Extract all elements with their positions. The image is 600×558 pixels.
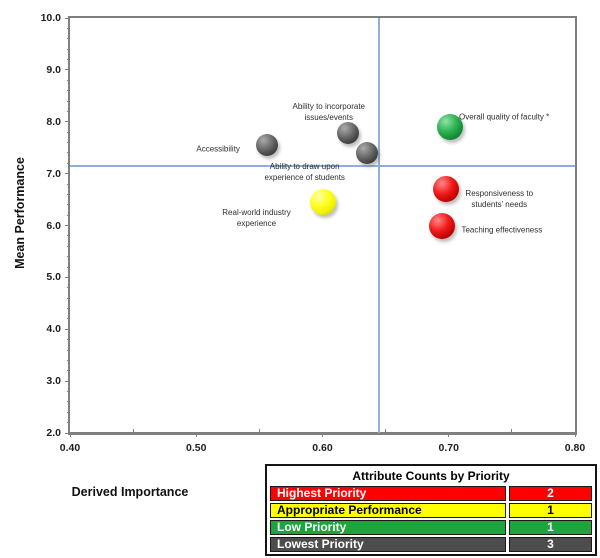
y-minor-tick — [67, 162, 70, 164]
y-minor-tick — [67, 183, 70, 185]
x-axis-title: Derived Importance — [71, 485, 189, 499]
y-major-tick — [65, 17, 70, 19]
y-minor-tick — [67, 318, 70, 320]
y-minor-tick — [67, 90, 70, 92]
priority-label: Appropriate Performance — [270, 503, 506, 518]
priority-row: Lowest Priority 3 — [270, 537, 592, 552]
table-title: Attribute Counts by Priority — [352, 469, 510, 483]
priority-count: 1 — [509, 503, 592, 518]
priority-label: Highest Priority — [270, 486, 506, 501]
y-tick-label: 2.0 — [46, 427, 61, 439]
x-minor-tick — [511, 429, 513, 433]
priority-count: 2 — [509, 486, 592, 501]
data-point-bubble — [255, 134, 278, 157]
y-major-tick — [65, 173, 70, 175]
performance-reference-line — [70, 164, 575, 167]
y-minor-tick — [67, 27, 70, 29]
y-minor-tick — [67, 204, 70, 206]
y-minor-tick — [67, 339, 70, 341]
y-minor-tick — [67, 142, 70, 143]
x-tick-label: 0.40 — [59, 442, 81, 454]
y-minor-tick — [67, 266, 70, 268]
y-major-tick — [65, 380, 70, 382]
table-rows: Highest Priority 2 Appropriate Performance… — [270, 486, 592, 552]
data-point-label: Ability to incorporate issues/events — [292, 102, 365, 123]
y-minor-tick — [67, 411, 70, 413]
x-tick-label: 0.80 — [564, 442, 586, 454]
y-minor-tick — [67, 308, 70, 309]
data-point-label: Teaching effectiveness — [461, 225, 543, 234]
data-point-bubble — [309, 189, 336, 216]
y-tick-label: 7.0 — [46, 167, 61, 180]
y-minor-tick — [67, 59, 70, 60]
x-tick-label: 0.60 — [312, 442, 333, 454]
data-point-label: Responsiveness to students’ needs — [465, 189, 534, 210]
y-minor-tick — [67, 349, 70, 351]
y-major-tick — [65, 276, 70, 278]
y-minor-tick — [67, 256, 70, 258]
priority-row: Appropriate Performance 1 — [270, 503, 592, 518]
y-minor-tick — [67, 422, 70, 424]
y-minor-tick — [67, 79, 70, 81]
x-tick-label: 0.70 — [438, 442, 459, 454]
x-minor-tick — [385, 429, 387, 433]
y-major-tick — [65, 121, 70, 123]
y-minor-tick — [67, 48, 70, 50]
y-major-tick — [65, 225, 70, 226]
data-point-label: Ability to draw upon experience of stude… — [264, 161, 345, 182]
y-minor-tick — [67, 235, 70, 237]
data-point-bubble — [437, 113, 463, 140]
data-point-bubble — [429, 212, 456, 239]
priority-count: 3 — [509, 537, 592, 552]
priority-count-table: Attribute Counts by Priority Highest Pri… — [265, 464, 597, 556]
y-minor-tick — [67, 152, 70, 154]
y-minor-tick — [67, 401, 70, 403]
y-minor-tick — [67, 391, 70, 392]
data-point-label: Accessibility — [196, 144, 240, 154]
x-major-tick — [322, 433, 323, 437]
priority-label: Lowest Priority — [270, 537, 506, 552]
priority-row: Highest Priority 2 — [270, 486, 592, 501]
data-point-label: Overall quality of faculty * — [459, 112, 550, 122]
y-minor-tick — [67, 110, 70, 112]
importance-reference-line — [378, 18, 381, 433]
y-tick-label: 6.0 — [46, 219, 61, 232]
y-major-tick — [65, 328, 70, 330]
x-tick-label: 0.50 — [186, 442, 207, 454]
y-axis-title: Mean Performance — [13, 157, 27, 269]
plot-area: 0.40 0.50 0.60 0.70 0.80 2.0 3.0 4.0 5.0 6.0 7.0 8.… — [41, 12, 586, 454]
x-minor-tick — [258, 429, 260, 433]
y-minor-tick — [67, 193, 70, 195]
y-tick-label: 9.0 — [46, 63, 61, 76]
y-minor-tick — [67, 214, 70, 216]
y-major-tick — [65, 432, 70, 434]
data-point-label: Real-world industry experience — [222, 208, 291, 229]
data-point-bubble — [355, 141, 378, 164]
priority-count: 1 — [509, 520, 592, 535]
x-minor-tick — [132, 429, 134, 433]
y-minor-tick — [67, 359, 70, 361]
x-major-tick — [195, 433, 197, 437]
y-tick-label: 10.0 — [40, 12, 61, 24]
y-minor-tick — [67, 245, 70, 247]
y-tick-label: 8.0 — [46, 115, 61, 128]
x-major-tick — [448, 433, 450, 437]
y-tick-label: 3.0 — [46, 375, 61, 388]
y-minor-tick — [67, 370, 70, 372]
y-minor-tick — [67, 100, 70, 102]
data-point-bubble — [433, 176, 460, 203]
data-point-bubble — [336, 122, 359, 145]
priority-row: Low Priority 1 — [270, 520, 592, 535]
y-minor-tick — [67, 131, 70, 133]
y-minor-tick — [67, 287, 70, 289]
y-major-tick — [65, 69, 70, 71]
x-major-tick — [69, 433, 71, 437]
y-tick-label: 5.0 — [46, 271, 61, 284]
y-minor-tick — [67, 297, 70, 299]
y-minor-tick — [67, 38, 70, 40]
x-major-tick — [574, 433, 576, 437]
y-tick-label: 4.0 — [46, 323, 61, 336]
priority-label: Low Priority — [270, 520, 506, 535]
